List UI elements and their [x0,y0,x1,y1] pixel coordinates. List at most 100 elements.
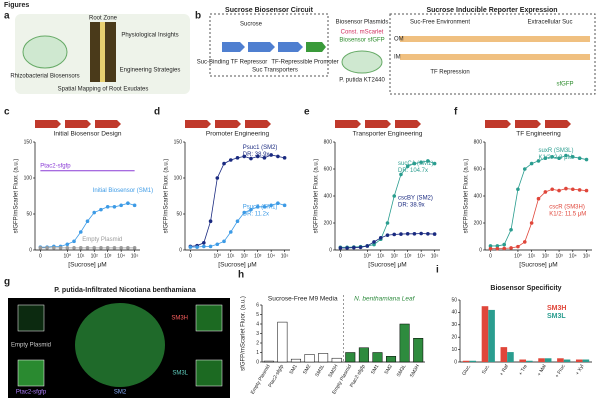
bar [469,360,477,362]
x-tick-label: + Fruc [554,363,567,379]
panel-label: a [4,11,10,22]
x-tick-label: 10⁰ [214,253,222,259]
point [385,233,390,237]
point [557,156,561,160]
chart-title: Biosensor Specificity [490,285,561,292]
label: SM3H [171,316,188,322]
bar [481,306,489,362]
point [495,246,500,251]
label: Ptac2-sfgfp [16,390,47,396]
membrane [400,54,590,60]
label: SM2 [114,390,127,396]
root-zone-label: Root Zone [89,16,118,22]
bar [345,352,356,363]
inset [17,304,45,332]
x-tick-label: 10⁴ [569,253,577,259]
x-tick-label: 0 [39,253,42,259]
bar [519,359,526,362]
point [509,246,513,250]
x-tick-label: 10⁵ [583,253,591,259]
point [99,207,103,212]
y-axis-label: sfGFP/mScarlet Fluor. (a.u.) [314,159,320,234]
point [276,201,280,205]
point [399,172,403,177]
biosensor-icon [22,35,68,69]
point [222,239,226,244]
reporter-gene [306,42,326,52]
point [372,242,376,247]
circuit [185,120,271,128]
bar [277,321,288,363]
point [345,246,349,250]
y-tick-label: 800 [324,139,333,145]
series-note: DR: 11.2x [243,211,269,217]
point [52,246,56,250]
x-tick-label: 10¹ [227,253,235,259]
bar [386,356,397,363]
point [228,230,233,234]
series-line [190,154,285,247]
series-label: Ptac2-sfgfp [40,163,71,169]
point [215,176,220,180]
label: Empty Plasmid [11,343,51,349]
x-tick-label: 10⁵ [281,253,289,259]
point [85,219,90,223]
series-note: DR: 104.7x [398,168,428,174]
chart-title: Transporter Engineering [353,131,423,138]
inset [195,359,223,387]
point [112,246,117,250]
genes [222,42,303,52]
bar [500,347,508,362]
label: Sucrose Biosensor Circuit [225,7,314,14]
y-tick-label: 20 [451,335,457,341]
x-tick-label: SM3H [409,363,421,378]
x-tick-label: 10³ [104,253,112,259]
x-tick-label: 10⁵ [431,253,439,259]
y-tick-label: 0 [179,247,182,253]
x-tick-label: 10² [241,253,249,259]
point [78,246,83,250]
header: Figures [4,2,29,9]
y-tick-label: 600 [474,166,483,172]
panel-label: d [154,107,160,118]
point [399,232,403,236]
y-tick-label: 0 [329,247,332,253]
y-tick-label: 3 [256,331,259,337]
point [262,156,267,160]
series-note: K1/2: 11.5 μM [549,211,586,217]
y-tick-label: 0 [479,247,482,253]
point [488,244,493,248]
point [543,156,548,160]
x-tick-label: 10⁴ [117,253,125,259]
y-tick-label: 0 [29,247,32,253]
x-tick-label: Suc. [481,364,491,376]
bar [290,358,301,363]
x-tick-label: 10³ [555,253,563,259]
point [365,244,370,248]
point [392,194,397,198]
y-tick-label: 50 [451,297,457,303]
x-tick-label: + Xyl [575,364,586,377]
circuit [485,120,571,128]
point [45,246,49,250]
x-tick-label: 10² [542,253,550,259]
point [132,246,137,250]
point [516,244,520,249]
point [282,156,287,160]
circuit-box [209,13,329,77]
point [529,161,534,166]
bar [575,359,583,362]
point [255,154,260,159]
y-tick-label: 400 [324,193,333,199]
label: SM3L [172,371,188,377]
bar [263,360,274,363]
point [58,246,63,250]
series-label: suxR (SM3L) [539,148,574,154]
y-axis-label: sfGFP/mScarlet Fluor. (a.u.) [14,159,20,234]
point [282,203,287,208]
bar [413,338,424,363]
chart-title: Initial Biosensor Design [54,131,122,138]
point [105,246,110,250]
point [372,240,376,244]
